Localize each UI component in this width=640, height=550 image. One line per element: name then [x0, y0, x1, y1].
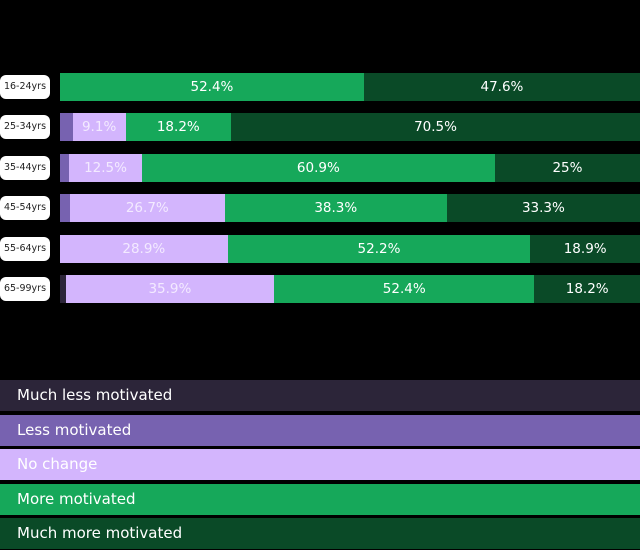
bar-segment-much-more-motivated: 25% — [494, 154, 640, 182]
bar-segment-more-motivated: 60.9% — [141, 154, 495, 182]
bar-segment-no-change: 12.5% — [69, 154, 142, 182]
bar-segment-much-less-motivated — [60, 275, 66, 303]
bar-row: 35-44yrs 12.5% 60.9% 25% — [0, 154, 640, 182]
bar-segment-more-motivated: 52.4% — [60, 73, 364, 101]
data-label: 38.3% — [314, 200, 358, 216]
stacked-bar: 28.9% 52.2% 18.9% — [60, 235, 640, 263]
data-label: 35.9% — [148, 281, 192, 297]
data-label: 18.9% — [563, 241, 607, 257]
data-label: 26.7% — [125, 200, 169, 216]
category-label: 16-24yrs — [0, 75, 50, 99]
bar-row: 65-99yrs 35.9% 52.4% 18.2% — [0, 275, 640, 303]
data-label: 52.4% — [190, 79, 234, 95]
data-label: 60.9% — [296, 160, 340, 176]
category-label: 65-99yrs — [0, 277, 50, 301]
category-label: 35-44yrs — [0, 156, 50, 180]
data-label: 9.1% — [81, 119, 117, 135]
stacked-bar: 52.4% 47.6% — [60, 73, 640, 101]
bar-segment-more-motivated: 52.2% — [227, 235, 531, 263]
bar-row: 16-24yrs 52.4% 47.6% — [0, 73, 640, 101]
data-label: 12.5% — [84, 160, 127, 176]
stacked-bar: 9.1% 18.2% 70.5% — [60, 113, 640, 141]
data-label: 25% — [552, 160, 583, 176]
category-label: 25-34yrs — [0, 115, 50, 139]
bar-segment-less-motivated — [60, 113, 73, 141]
legend-entry: No change — [0, 449, 640, 480]
bar-segment-less-motivated — [60, 194, 70, 222]
stacked-bar: 35.9% 52.4% 18.2% — [60, 275, 640, 303]
bar-segment-no-change: 28.9% — [60, 235, 228, 263]
data-label: 18.2% — [565, 281, 609, 297]
bar-segment-much-more-motivated: 18.2% — [534, 275, 640, 303]
data-label: 28.9% — [122, 241, 166, 257]
bar-row: 55-64yrs 28.9% 52.2% 18.9% — [0, 235, 640, 263]
data-label: 52.4% — [382, 281, 426, 297]
data-label: 47.6% — [480, 79, 524, 95]
bar-row: 45-54yrs 26.7% 38.3% 33.3% — [0, 194, 640, 222]
bar-segment-no-change: 9.1% — [72, 113, 126, 141]
bar-segment-no-change: 26.7% — [69, 194, 225, 222]
legend-entry: More motivated — [0, 483, 640, 515]
bar-row: 25-34yrs 9.1% 18.2% 70.5% — [0, 113, 640, 141]
bar-segment-more-motivated: 38.3% — [224, 194, 447, 222]
bar-segment-no-change: 35.9% — [65, 275, 275, 303]
bar-segment-much-more-motivated: 18.9% — [530, 235, 640, 263]
bar-segment-less-motivated — [60, 154, 70, 182]
data-label: 18.2% — [156, 119, 200, 135]
bar-segment-much-more-motivated: 33.3% — [446, 194, 640, 222]
category-label: 45-54yrs — [0, 196, 50, 220]
stacked-bar-chart: 16-24yrs 52.4% 47.6% 25-34yrs 9.1% 18.2% 70.5%… — [0, 73, 640, 303]
legend-entry: Much more motivated — [0, 518, 640, 549]
legend-entry: Less motivated — [0, 414, 640, 446]
bar-segment-much-more-motivated: 47.6% — [363, 73, 640, 101]
category-label: 55-64yrs — [0, 237, 50, 261]
stacked-bar: 26.7% 38.3% 33.3% — [60, 194, 640, 222]
bar-segment-more-motivated: 52.4% — [274, 275, 535, 303]
data-label: 70.5% — [414, 119, 457, 135]
stacked-bar: 12.5% 60.9% 25% — [60, 154, 640, 182]
legend-entry: Much less motivated — [0, 380, 640, 411]
data-label: 52.2% — [357, 241, 401, 257]
bar-segment-much-more-motivated: 70.5% — [231, 113, 640, 141]
data-label: 33.3% — [521, 200, 565, 216]
bar-segment-more-motivated: 18.2% — [125, 113, 232, 141]
